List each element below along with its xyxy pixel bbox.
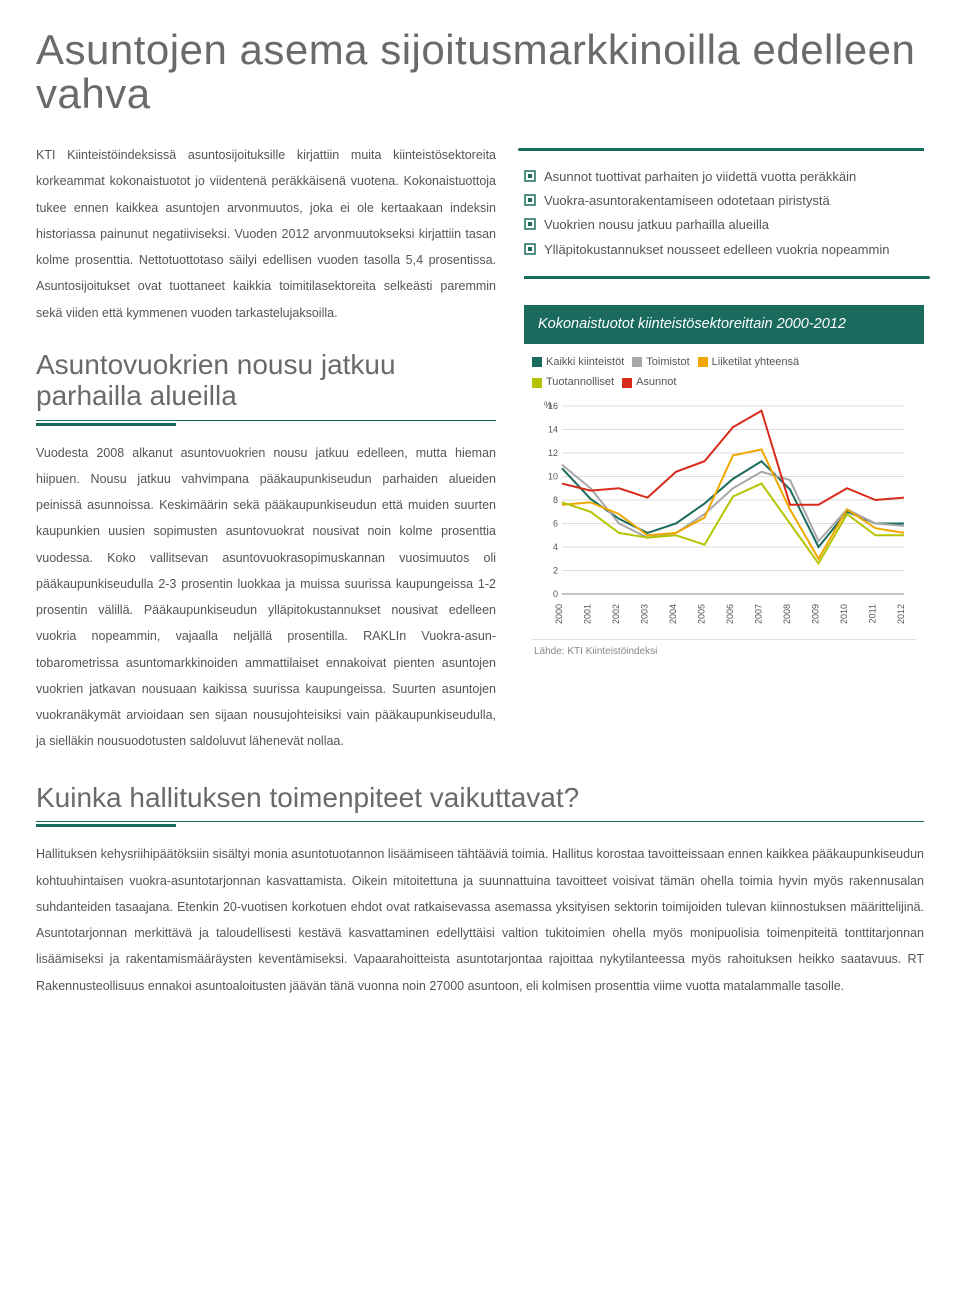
body-left: Vuodesta 2008 alkanut asuntovuokrien nou… (36, 440, 496, 755)
svg-text:2010: 2010 (839, 604, 849, 624)
svg-text:8: 8 (553, 495, 558, 505)
bullet-icon (524, 243, 536, 255)
legend-swatch (532, 357, 542, 367)
legend-item: Asunnot (622, 374, 676, 392)
svg-text:2002: 2002 (611, 604, 621, 624)
svg-text:2012: 2012 (896, 604, 906, 624)
bottom-body: Hallituksen kehysriihipäätöksiin sisälty… (36, 841, 924, 999)
svg-text:2011: 2011 (868, 604, 878, 623)
callout-item: Ylläpitokustannukset nousseet edelleen v… (524, 240, 924, 260)
callout-text: Ylläpitokustannukset nousseet edelleen v… (544, 240, 889, 260)
chart-plot: %024681012141620002001200220032004200520… (532, 398, 916, 633)
svg-text:2004: 2004 (668, 604, 678, 624)
svg-text:2005: 2005 (697, 604, 707, 624)
legend-swatch (532, 378, 542, 388)
legend-label: Tuotannolliset (546, 374, 614, 392)
svg-text:2000: 2000 (554, 604, 564, 624)
legend-item: Kaikki kiinteistöt (532, 354, 624, 372)
legend-label: Asunnot (636, 374, 676, 392)
svg-text:2006: 2006 (725, 604, 735, 624)
page-title: Asuntojen asema sijoitus­markkinoilla ed… (36, 28, 924, 116)
chart-container: Kokonaistuotot kiinteistösektoreittain 2… (524, 305, 924, 662)
bottom-title: Kuinka hallituksen toimenpiteet vaikutta… (36, 783, 924, 814)
svg-text:2009: 2009 (811, 604, 821, 624)
callout-text: Vuokra-asuntorakentamiseen odotetaan pir… (544, 191, 830, 211)
line-chart-svg: %024681012141620002001200220032004200520… (532, 398, 912, 628)
svg-text:2001: 2001 (583, 604, 593, 624)
bullet-icon (524, 194, 536, 206)
section-rule (36, 821, 924, 827)
callout-item: Asunnot tuottivat parhaiten jo viidettä … (524, 167, 924, 187)
callout-text: Vuokrien nousu jatkuu parhailla alueilla (544, 215, 769, 235)
svg-text:4: 4 (553, 542, 558, 552)
svg-text:16: 16 (548, 401, 558, 411)
svg-text:2008: 2008 (782, 604, 792, 624)
legend-label: Toimistot (646, 354, 689, 372)
legend-item: Toimistot (632, 354, 689, 372)
chart-title: Kokonaistuotot kiinteistösektoreittain 2… (524, 305, 924, 344)
svg-text:0: 0 (553, 589, 558, 599)
bullet-icon (524, 170, 536, 182)
svg-text:2003: 2003 (640, 604, 650, 624)
callout-item: Vuokra-asuntorakentamiseen odotetaan pir… (524, 191, 924, 211)
callout-text: Asunnot tuottivat parhaiten jo viidettä … (544, 167, 856, 187)
legend-item: Liiketilat yhteensä (698, 354, 799, 372)
legend-swatch (632, 357, 642, 367)
svg-text:10: 10 (548, 472, 558, 482)
intro-paragraph: KTI Kiinteistöindeksissä asuntosijoituks… (36, 142, 496, 326)
svg-text:2: 2 (553, 566, 558, 576)
legend-item: Tuotannolliset (532, 374, 614, 392)
legend-label: Kaikki kiinteistöt (546, 354, 624, 372)
chart-legend: Kaikki kiinteistöt Toimistot Liiketilat yh… (532, 354, 916, 395)
section-rule (36, 420, 496, 426)
subheading-left: Asuntovuokrien nousu jatkuu parhailla al… (36, 350, 496, 412)
legend-label: Liiketilat yhteensä (712, 354, 799, 372)
callout-item: Vuokrien nousu jatkuu parhailla alueilla (524, 215, 924, 235)
legend-swatch (622, 378, 632, 388)
svg-text:6: 6 (553, 519, 558, 529)
bullet-icon (524, 218, 536, 230)
callout-box: Asunnot tuottivat parhaiten jo viidettä … (524, 148, 924, 279)
chart-source: Lähde: KTI Kiinteistöindeksi (532, 639, 916, 657)
svg-text:2007: 2007 (754, 604, 764, 624)
svg-text:12: 12 (548, 448, 558, 458)
svg-text:14: 14 (548, 425, 558, 435)
legend-swatch (698, 357, 708, 367)
